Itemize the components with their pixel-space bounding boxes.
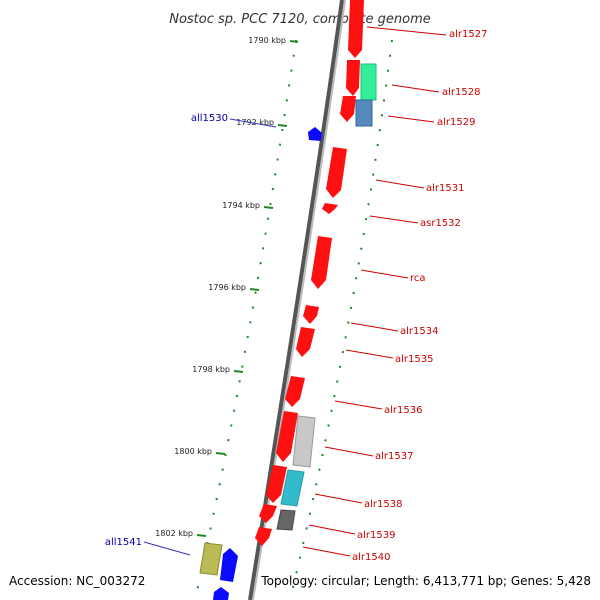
gene-alr1535[interactable] [296,327,315,357]
feature-olive[interactable] [199,542,223,576]
gene-alr1536[interactable] [285,376,305,407]
leader-lines [143,26,447,557]
gene-alr1539[interactable] [259,504,277,523]
gene-all1541[interactable] [220,548,238,582]
tick-label-1800: 1800 kbp [174,447,212,456]
feature-boxes [199,63,377,576]
feature-lightgray[interactable] [292,415,316,468]
gene-asr1532[interactable] [322,203,338,214]
feature-steelblue[interactable] [355,99,373,127]
label-alr1538[interactable]: alr1538 [364,499,402,510]
tick-label-1790: 1790 kbp [248,36,286,45]
gene-alr1531[interactable] [326,147,347,198]
gene-partial-bottom[interactable] [213,587,229,600]
label-asr1532[interactable]: asr1532 [420,218,461,229]
label-alr1527[interactable]: alr1527 [449,29,487,40]
gene-alr1528[interactable] [346,60,360,96]
genome-summary: Topology: circular; Length: 6,413,771 bp… [261,574,591,588]
gene-alr1527[interactable] [348,0,364,58]
forward-genes [255,0,364,546]
tick-label-1792: 1792 kbp [236,118,274,127]
gene-all1530[interactable] [308,127,322,141]
gene-rca[interactable] [311,236,332,289]
feature-darkgray[interactable] [276,509,296,531]
label-all1530[interactable]: all1530 [191,113,228,124]
label-alr1537[interactable]: alr1537 [375,451,413,462]
label-alr1528[interactable]: alr1528 [442,87,480,98]
label-alr1540[interactable]: alr1540 [352,552,390,563]
label-alr1534[interactable]: alr1534 [400,326,438,337]
feature-green[interactable] [360,63,377,101]
label-alr1535[interactable]: alr1535 [395,354,433,365]
outer-track [289,39,393,600]
tick-label-1796: 1796 kbp [208,283,246,292]
gene-alr1537[interactable] [276,411,298,462]
label-alr1529[interactable]: alr1529 [437,117,475,128]
gene-alr1534[interactable] [303,305,319,324]
tick-label-1802: 1802 kbp [155,529,193,538]
map-title: Nostoc sp. PCC 7120, complete genome [169,12,431,27]
label-alr1539[interactable]: alr1539 [357,530,395,541]
label-alr1536[interactable]: alr1536 [384,405,422,416]
feature-cyan[interactable] [280,469,305,507]
reverse-genes [213,127,322,600]
major-ticks [196,40,299,537]
tick-label-1798: 1798 kbp [192,365,230,374]
gene-alr1540[interactable] [255,527,272,546]
label-all1541[interactable]: all1541 [105,537,142,548]
label-rca[interactable]: rca [410,273,426,284]
tick-label-1794: 1794 kbp [222,201,260,210]
gene-alr1538[interactable] [266,465,287,503]
accession-text: Accession: NC_003272 [9,574,146,588]
gene-alr1529[interactable] [340,96,356,122]
label-alr1531[interactable]: alr1531 [426,183,464,194]
